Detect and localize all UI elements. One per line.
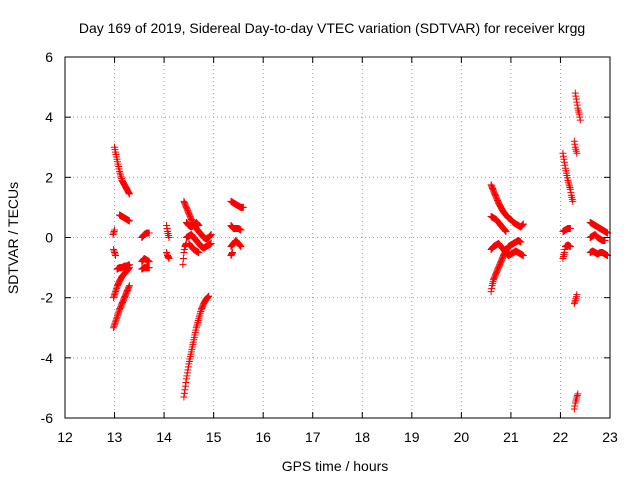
data-point	[145, 264, 153, 272]
data-point	[566, 224, 574, 232]
data-point	[195, 249, 203, 257]
y-tick-label: 4	[45, 109, 53, 125]
x-axis-label: GPS time / hours	[282, 458, 389, 474]
data-point	[519, 220, 527, 228]
data-point	[517, 238, 525, 246]
y-tick-label: 2	[45, 169, 53, 185]
data-point	[573, 291, 581, 299]
data-point	[112, 252, 120, 260]
x-tick-label: 19	[404, 429, 420, 445]
data-point	[569, 197, 577, 205]
data-point	[125, 190, 133, 198]
data-point	[165, 234, 173, 241]
data-point	[145, 229, 153, 237]
x-tick-label: 15	[206, 429, 222, 445]
data-point	[207, 240, 215, 248]
data-point	[237, 243, 245, 251]
x-tick-label: 20	[454, 429, 470, 445]
data-point	[502, 227, 510, 235]
data-point	[179, 261, 187, 269]
data-point	[165, 255, 173, 263]
data-point	[145, 258, 153, 266]
data-points	[109, 89, 612, 413]
y-tick-label: -4	[41, 350, 54, 366]
data-point	[125, 282, 133, 290]
data-point	[573, 149, 581, 157]
x-tick-label: 16	[255, 429, 271, 445]
x-tick-label: 12	[57, 429, 73, 445]
data-point	[228, 249, 236, 257]
data-point	[179, 255, 187, 263]
data-point	[125, 217, 133, 225]
x-tick-label: 17	[305, 429, 321, 445]
y-tick-labels: -6 -4 -2 0 2 4 6	[41, 49, 54, 426]
data-point	[519, 252, 527, 260]
y-tick-label: 0	[45, 230, 53, 246]
data-point	[111, 226, 119, 234]
data-point	[207, 230, 215, 238]
data-point	[566, 243, 574, 251]
chart-title: Day 169 of 2019, Sidereal Day-to-day VTE…	[79, 20, 585, 36]
y-tick-label: 6	[45, 49, 53, 65]
x-tick-label: 21	[503, 429, 519, 445]
data-point	[195, 221, 203, 229]
y-tick-label: -2	[41, 290, 54, 306]
data-point	[125, 264, 133, 272]
data-point	[237, 226, 245, 234]
y-axis-label: SDTVAR / TECUs	[5, 182, 21, 294]
grid-lines	[65, 57, 610, 418]
x-tick-labels: 12 13 14 15 16 17 18 19 20 21 22 23	[57, 429, 618, 445]
data-point	[601, 237, 609, 245]
x-tick-label: 18	[354, 429, 370, 445]
axis-ticks	[64, 56, 611, 419]
data-point	[239, 203, 247, 211]
x-tick-label: 13	[107, 429, 123, 445]
x-tick-label: 14	[156, 429, 172, 445]
x-tick-label: 23	[602, 429, 618, 445]
data-point	[205, 292, 213, 300]
data-point	[574, 390, 582, 398]
data-point	[576, 116, 584, 124]
y-tick-label: -6	[41, 410, 54, 426]
x-tick-label: 22	[553, 429, 569, 445]
